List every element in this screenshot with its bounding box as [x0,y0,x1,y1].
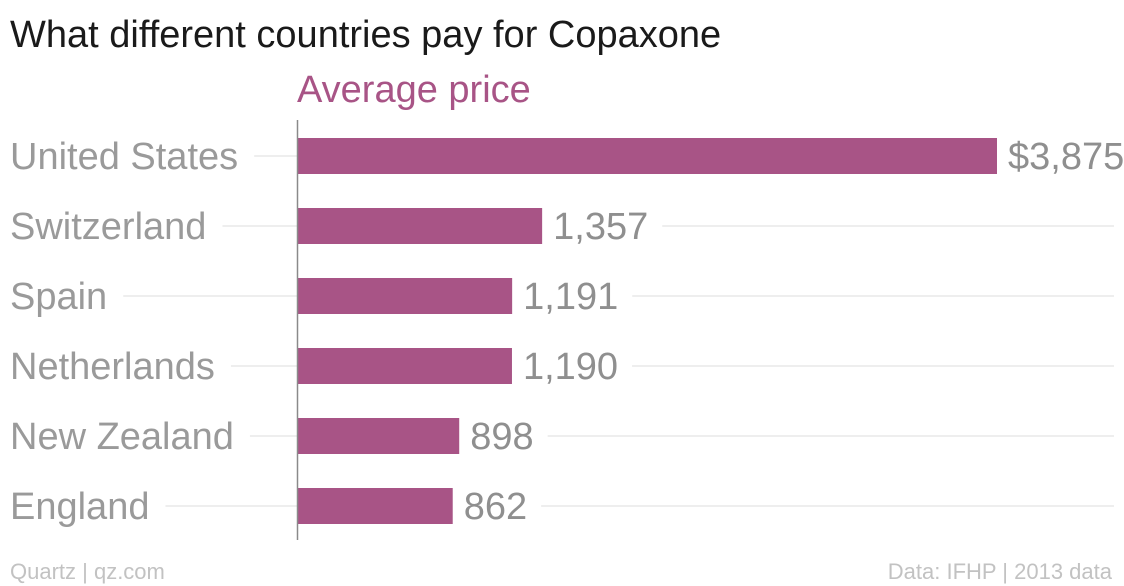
gridlines [123,155,1114,507]
category-label: Spain [10,276,107,318]
category-label: Netherlands [10,346,215,388]
category-label: England [10,486,149,528]
bar [297,418,460,454]
category-label: Switzerland [10,206,206,248]
category-label: United States [10,136,238,178]
series-label: Average price [297,69,531,111]
footer-source-left: Quartz | qz.com [10,559,165,584]
value-label: 1,191 [523,276,618,318]
value-label: 1,357 [553,206,648,248]
value-label: 1,190 [523,346,618,388]
value-label: 862 [464,486,527,528]
labels: United States $3,875 Switzerland 1,357 Spain… [10,136,1124,528]
bar [297,488,453,524]
bar [297,208,543,244]
bar [297,278,513,314]
value-label: 898 [470,416,533,458]
footer-source-right: Data: IFHP | 2013 data [888,559,1113,584]
value-label: $3,875 [1008,136,1124,178]
category-label: New Zealand [10,416,234,458]
bar [297,348,512,384]
chart-title: What different countries pay for Copaxon… [10,14,721,56]
bar [297,138,997,174]
bars [297,138,997,524]
